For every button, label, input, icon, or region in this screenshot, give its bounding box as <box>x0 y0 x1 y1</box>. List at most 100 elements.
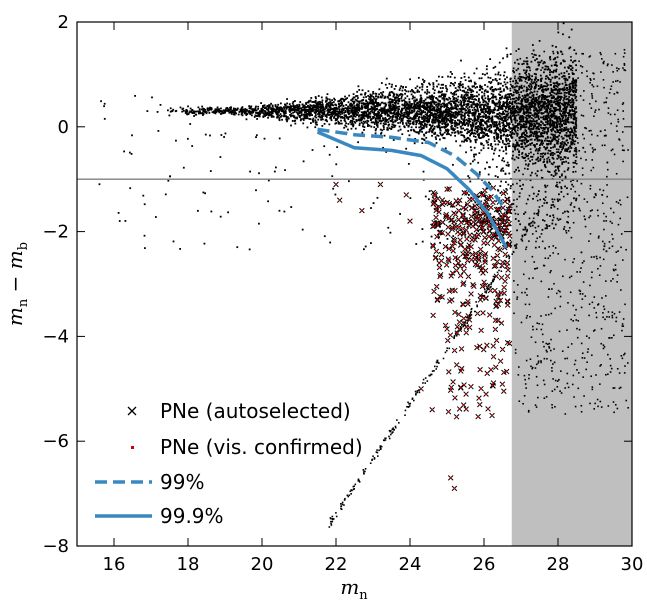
point <box>441 123 444 125</box>
point <box>472 160 474 163</box>
point <box>517 48 520 51</box>
point <box>277 103 280 106</box>
point <box>394 104 397 107</box>
point <box>573 108 576 110</box>
point <box>198 112 200 115</box>
point <box>562 129 565 131</box>
point <box>381 94 384 97</box>
point <box>555 172 558 175</box>
point <box>420 105 423 108</box>
point <box>434 136 437 139</box>
point <box>392 103 394 106</box>
point <box>411 106 414 109</box>
point <box>575 197 578 200</box>
point <box>487 110 490 113</box>
point <box>525 86 528 89</box>
point <box>410 126 413 129</box>
point <box>428 123 431 126</box>
point <box>433 116 436 118</box>
point <box>417 105 419 108</box>
point <box>472 123 475 126</box>
point <box>434 132 436 135</box>
point <box>474 118 477 121</box>
point <box>569 94 572 96</box>
point <box>433 125 436 128</box>
point <box>222 109 225 112</box>
point <box>542 219 544 222</box>
point <box>504 109 506 112</box>
point <box>555 103 558 106</box>
point <box>331 112 334 115</box>
point <box>235 112 237 115</box>
point <box>484 107 487 110</box>
point <box>568 87 571 89</box>
point <box>348 115 351 118</box>
point <box>419 125 422 128</box>
point <box>494 124 497 127</box>
point <box>571 72 574 74</box>
point <box>464 79 467 82</box>
point <box>315 97 317 100</box>
point <box>521 115 524 117</box>
point <box>561 75 564 78</box>
point <box>525 57 528 59</box>
point <box>294 117 297 119</box>
point <box>511 112 514 115</box>
point <box>481 118 484 121</box>
point <box>471 129 474 131</box>
point <box>253 116 256 118</box>
point <box>477 211 480 214</box>
point <box>494 108 496 111</box>
point <box>523 139 526 142</box>
point <box>510 92 512 95</box>
point <box>504 124 506 127</box>
point <box>570 141 573 143</box>
point <box>303 114 306 117</box>
point <box>568 83 571 86</box>
point <box>547 112 550 115</box>
point <box>446 110 449 113</box>
point <box>547 76 549 79</box>
point <box>465 118 468 121</box>
point <box>464 109 467 112</box>
point <box>571 97 573 100</box>
point <box>561 148 564 151</box>
point <box>318 106 321 108</box>
point <box>548 160 551 163</box>
point <box>304 108 307 111</box>
point <box>507 112 510 115</box>
point <box>367 94 370 97</box>
point <box>564 91 567 94</box>
point <box>382 122 385 125</box>
point <box>404 97 407 100</box>
point <box>534 76 537 79</box>
point <box>487 112 489 114</box>
point <box>499 131 502 134</box>
point <box>420 128 423 131</box>
point <box>536 139 539 142</box>
point <box>533 53 536 56</box>
point <box>549 154 552 157</box>
point <box>515 109 518 112</box>
point <box>372 117 375 120</box>
point <box>517 108 520 111</box>
point <box>230 112 233 115</box>
point <box>374 106 376 109</box>
point <box>401 107 404 110</box>
point <box>567 130 570 132</box>
point <box>560 72 563 75</box>
point <box>258 114 261 116</box>
point <box>480 127 482 130</box>
point <box>499 87 502 90</box>
point <box>551 97 553 99</box>
point <box>465 203 467 206</box>
point <box>525 114 528 117</box>
point <box>557 84 560 86</box>
point <box>512 154 514 157</box>
point <box>418 106 421 109</box>
point <box>459 89 462 91</box>
point <box>491 148 493 150</box>
point <box>495 98 498 101</box>
point <box>319 116 322 119</box>
point <box>368 101 371 104</box>
